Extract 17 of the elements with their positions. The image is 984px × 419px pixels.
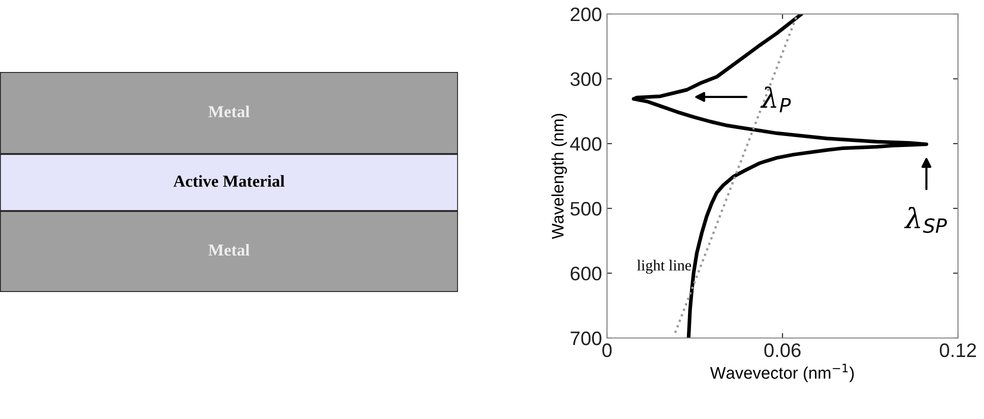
y-tick-label: 200 (570, 7, 602, 22)
x-axis-title: Wavevector (nm$^{−1}$) (710, 364, 854, 382)
x-tick-label: 0.12 (940, 343, 976, 358)
y-tick-label: 400 (570, 137, 602, 151)
y-axis-title: Wavelength (nm) (551, 114, 567, 240)
text: Active Material (173, 175, 284, 187)
y-tick-label: 500 (570, 202, 602, 216)
annotation: λ$_{SP}$ (904, 206, 947, 233)
x-tick-label: 0.06 (764, 343, 801, 358)
x-tick-label: 0 (602, 343, 612, 358)
text: Metal (208, 106, 250, 118)
annotation: λ$_{P}$ (760, 86, 791, 112)
y-tick-label: 600 (570, 266, 602, 280)
text: Metal (208, 244, 250, 256)
y-tick-label: 300 (570, 72, 602, 86)
y-tick-label: 700 (570, 331, 602, 346)
annotation: light line (637, 260, 692, 274)
